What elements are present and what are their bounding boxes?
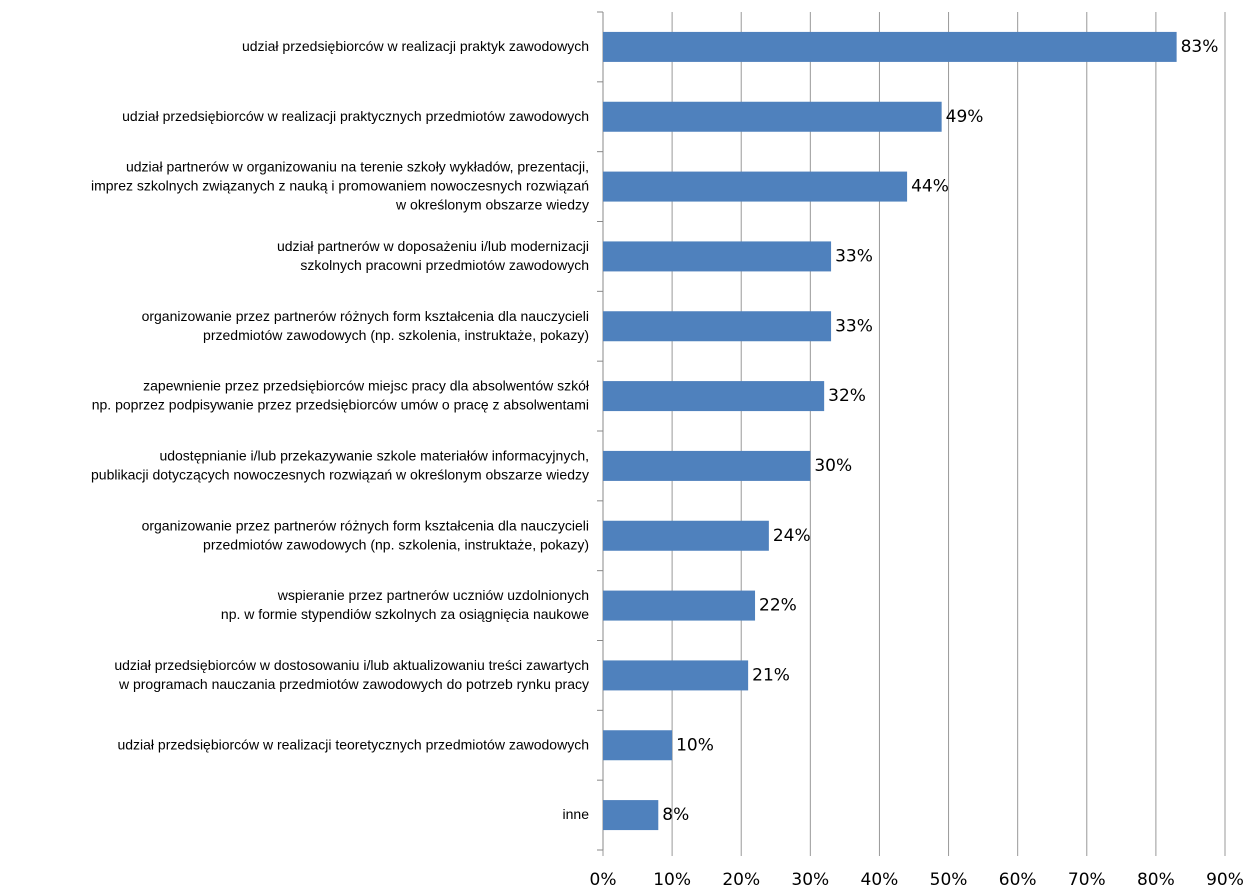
category-label-line: przedmiotów zawodowych (np. szkolenia, i… [203, 536, 589, 552]
value-label: 83% [1181, 37, 1219, 57]
x-tick-label: 70% [1068, 870, 1106, 890]
value-label: 21% [752, 665, 790, 685]
category-label: udział partnerów w organizowaniu na tere… [91, 158, 589, 212]
category-label: udział przedsiębiorców w realizacji prak… [122, 107, 589, 123]
value-label: 44% [911, 177, 949, 197]
bar [603, 31, 1177, 62]
x-tick-label: 40% [861, 870, 899, 890]
category-label-line: zapewnienie przez przedsiębiorców miejsc… [143, 377, 590, 393]
category-label: udział przedsiębiorców w realizacji teor… [117, 736, 589, 752]
category-label-line: np. w formie stypendiów szkolnych za osi… [221, 606, 589, 622]
bar [603, 520, 769, 551]
category-label: zapewnienie przez przedsiębiorców miejsc… [92, 377, 590, 412]
category-label: udostępnianie i/lub przekazywanie szkole… [91, 447, 589, 482]
bar [603, 311, 832, 342]
x-tick-label: 60% [999, 870, 1037, 890]
category-label-line: organizowanie przez partnerów różnych fo… [142, 307, 589, 323]
x-tick-label: 90% [1206, 870, 1244, 890]
category-label-line: w programach nauczania przedmiotów zawod… [118, 676, 589, 692]
bar [603, 450, 811, 481]
bar [603, 800, 659, 831]
value-label: 33% [835, 246, 873, 266]
value-label: 24% [773, 526, 811, 546]
category-label-line: udział partnerów w doposażeniu i/lub mod… [277, 238, 589, 254]
value-label: 8% [662, 805, 689, 825]
category-label-line: np. poprzez podpisywanie przez przedsięb… [92, 396, 589, 412]
category-label: udział przedsiębiorców w dostosowaniu i/… [114, 657, 589, 692]
category-label-line: udział przedsiębiorców w realizacji prak… [122, 107, 589, 123]
category-label-line: przedmiotów zawodowych (np. szkolenia, i… [203, 326, 589, 342]
category-label: inne [563, 806, 590, 822]
category-label-line: inne [563, 806, 590, 822]
category-label: organizowanie przez partnerów różnych fo… [142, 517, 589, 552]
value-label: 22% [759, 596, 797, 616]
bar [603, 660, 749, 691]
value-label: 10% [676, 735, 714, 755]
bar [603, 590, 756, 621]
value-label: 33% [835, 316, 873, 336]
bar [603, 171, 908, 202]
x-tick-label: 50% [930, 870, 968, 890]
category-label-line: udział partnerów w organizowaniu na tere… [126, 158, 589, 174]
category-label-line: udział przedsiębiorców w dostosowaniu i/… [114, 657, 589, 673]
category-label: udział partnerów w doposażeniu i/lub mod… [277, 238, 589, 273]
value-label: 30% [814, 456, 852, 476]
category-label-line: w określonym obszarze wiedzy [395, 196, 589, 212]
category-label-line: udział przedsiębiorców w realizacji teor… [117, 736, 589, 752]
x-tick-label: 20% [722, 870, 760, 890]
value-label: 32% [828, 386, 866, 406]
category-label-line: wspieranie przez partnerów uczniów uzdol… [277, 587, 589, 603]
bar [603, 241, 832, 272]
category-label-line: udział przedsiębiorców w realizacji prak… [242, 38, 589, 54]
category-label: organizowanie przez partnerów różnych fo… [142, 307, 589, 342]
category-label-line: udostępnianie i/lub przekazywanie szkole… [159, 447, 589, 463]
bar [603, 730, 673, 761]
category-label: wspieranie przez partnerów uczniów uzdol… [221, 587, 589, 622]
x-tick-label: 30% [791, 870, 829, 890]
category-label-line: publikacji dotyczących nowoczesnych rozw… [91, 466, 589, 482]
x-tick-label: 10% [653, 870, 691, 890]
category-label: udział przedsiębiorców w realizacji prak… [242, 38, 589, 54]
category-label-line: imprez szkolnych związanych z nauką i pr… [91, 177, 589, 193]
value-label: 49% [946, 107, 984, 127]
x-tick-label: 80% [1137, 870, 1175, 890]
category-label-line: organizowanie przez partnerów różnych fo… [142, 517, 589, 533]
category-label-line: szkolnych pracowni przedmiotów zawodowyc… [300, 257, 589, 273]
bar [603, 101, 942, 132]
x-tick-label: 0% [590, 870, 617, 890]
bar [603, 381, 825, 412]
